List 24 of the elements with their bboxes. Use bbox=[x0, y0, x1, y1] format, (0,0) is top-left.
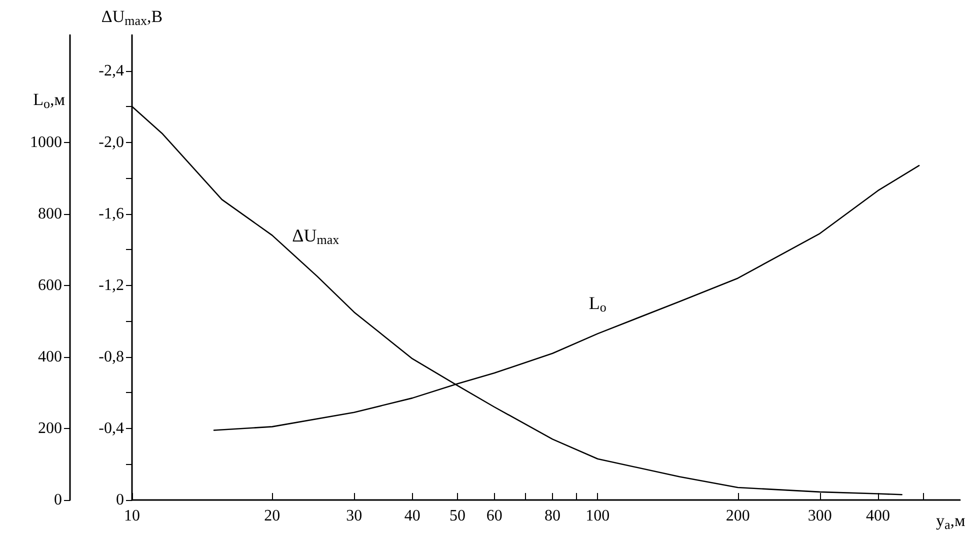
x-tick-label: 80 bbox=[544, 508, 561, 524]
x-tick-label: 200 bbox=[726, 508, 750, 524]
y2-tick-label: -2,4 bbox=[98, 62, 124, 80]
x-tick-label: 100 bbox=[586, 508, 610, 524]
y2-tick-label: 0 bbox=[116, 492, 124, 508]
x-tick-label: 20 bbox=[264, 508, 280, 524]
y-tick-label: 800 bbox=[38, 205, 62, 222]
y2-tick-label: -0,8 bbox=[98, 348, 124, 366]
x-tick-label: 60 bbox=[486, 508, 502, 524]
x-tick-label: 10 bbox=[124, 508, 140, 524]
y2-tick-label: -1,2 bbox=[98, 276, 124, 294]
y-tick-label: 200 bbox=[38, 420, 62, 437]
y2-tick-label: -0,4 bbox=[98, 420, 124, 437]
y-tick-label: 1000 bbox=[30, 134, 62, 151]
x-tick-label: 40 bbox=[404, 508, 420, 524]
y2-tick-label: -1,6 bbox=[98, 205, 124, 222]
y-tick-label: 600 bbox=[38, 276, 62, 294]
y2-tick-label: -2,0 bbox=[98, 134, 124, 151]
y-tick-label: 0 bbox=[54, 492, 62, 508]
x-tick-label: 30 bbox=[346, 508, 362, 524]
x-tick-label: 300 bbox=[808, 508, 832, 524]
x-tick-label: 400 bbox=[866, 508, 890, 524]
x-tick-label: 50 bbox=[449, 508, 466, 524]
y-tick-label: 400 bbox=[38, 348, 62, 366]
